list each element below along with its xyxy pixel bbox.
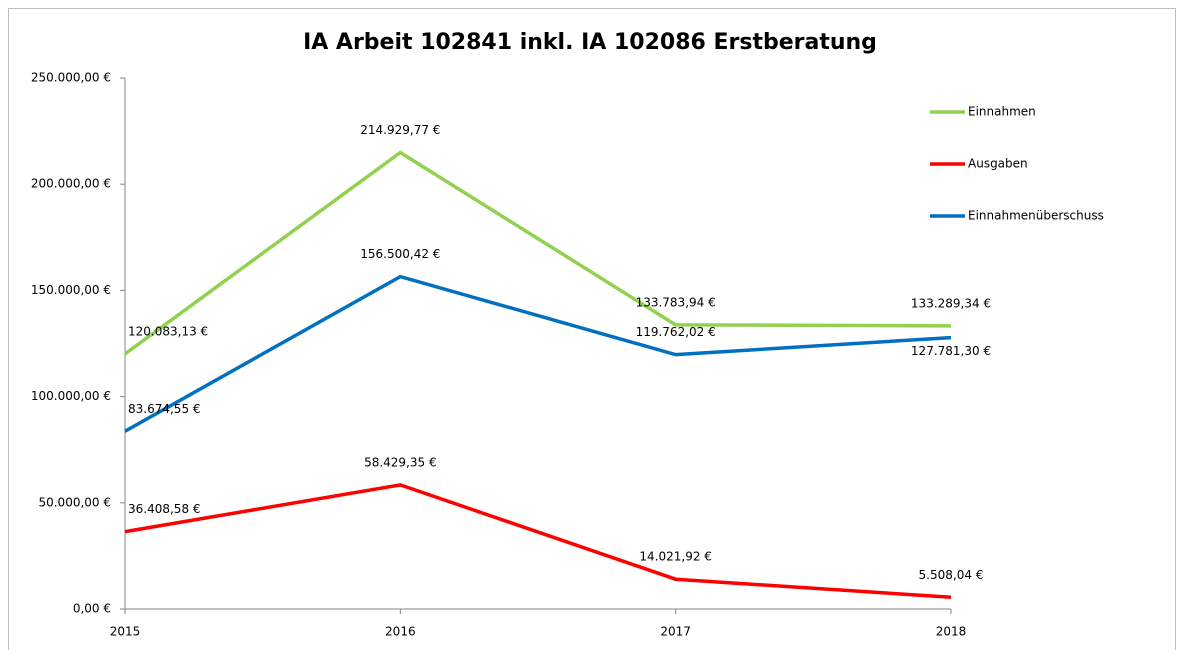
y-tick-label: 150.000,00 € — [31, 283, 111, 297]
data-label: 133.783,94 € — [636, 295, 716, 309]
chart-title: IA Arbeit 102841 inkl. IA 102086 Erstber… — [303, 30, 877, 55]
data-label: 36.408,58 € — [128, 502, 201, 516]
legend-label: Einnahmenüberschuss — [968, 209, 1104, 223]
y-tick-label: 0,00 € — [73, 602, 111, 616]
y-tick-label: 250.000,00 € — [31, 71, 111, 85]
data-label: 14.021,92 € — [639, 550, 712, 564]
legend-label: Einnahmen — [968, 105, 1036, 119]
x-tick-label: 2016 — [385, 625, 416, 639]
x-tick-label: 2018 — [936, 625, 967, 639]
y-tick-label: 100.000,00 € — [31, 389, 111, 403]
x-tick-label: 2015 — [110, 625, 141, 639]
data-label: 127.781,30 € — [911, 344, 991, 358]
data-label: 214.929,77 € — [360, 123, 440, 137]
series-line — [124, 274, 952, 433]
data-label: 5.508,04 € — [919, 568, 984, 582]
x-tick-label: 2017 — [660, 625, 691, 639]
data-label: 119.762,02 € — [636, 325, 716, 339]
legend-label: Ausgaben — [968, 157, 1028, 171]
y-tick-label: 200.000,00 € — [31, 177, 111, 191]
data-label: 58.429,35 € — [364, 455, 437, 469]
data-label: 156.500,42 € — [360, 247, 440, 261]
data-label: 133.289,34 € — [911, 296, 991, 310]
series-line — [123, 150, 952, 356]
data-label: 83.674,55 € — [128, 402, 201, 416]
series-line — [124, 483, 952, 600]
data-label: 120.083,13 € — [128, 324, 208, 338]
y-tick-label: 50.000,00 € — [38, 495, 111, 509]
